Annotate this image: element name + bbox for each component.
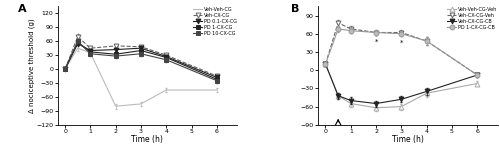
Veh-Veh-CG-Veh <box>322 63 328 65</box>
PD 1-CX-CG <box>112 53 118 55</box>
Veh-CX-CG-Veh <box>335 22 341 24</box>
Line: Veh-CX-CG-CB: Veh-CX-CG-CB <box>323 62 480 106</box>
Veh-Veh-CG <box>112 105 118 107</box>
Veh-Veh-CG-Veh <box>424 92 430 94</box>
Veh-CX-CG-Veh <box>373 32 379 33</box>
PD 0.1-CX-CG <box>214 76 220 78</box>
Veh-Veh-CG <box>138 103 144 105</box>
PD 1-CX-CG-CB <box>424 40 430 42</box>
PD 1-CX-CG-CB <box>373 32 379 33</box>
Veh-CX-CG-Veh <box>398 32 404 33</box>
PD 1-CX-CG <box>214 78 220 80</box>
Veh-CX-CG-Veh <box>348 28 354 30</box>
Veh-CX-CG <box>88 47 94 49</box>
PD 0.1-CX-CG <box>74 43 80 44</box>
Line: Veh-CX-CG-Veh: Veh-CX-CG-Veh <box>323 20 480 77</box>
Veh-CX-CG-CB <box>335 95 341 97</box>
PD 1-CX-CG-CB <box>474 74 480 76</box>
PD 0.1-CX-CG <box>88 50 94 52</box>
PD 10-CX-CG <box>112 55 118 57</box>
Line: Veh-Veh-CG: Veh-Veh-CG <box>65 48 217 106</box>
Veh-CX-CG-Veh <box>424 40 430 42</box>
PD 10-CX-CG <box>164 59 170 61</box>
Text: *: * <box>400 40 403 46</box>
Text: *: * <box>374 39 378 45</box>
Veh-Veh-CG-Veh <box>348 103 354 104</box>
Veh-CX-CG <box>62 68 68 70</box>
Legend: Veh-Veh-CG-Veh, Veh-CX-CG-Veh, Veh-CX-CG-CB, PD 1-CX-CG-CB: Veh-Veh-CG-Veh, Veh-CX-CG-Veh, Veh-CX-CG… <box>446 5 500 32</box>
Veh-CX-CG <box>138 46 144 48</box>
Line: Veh-CX-CG: Veh-CX-CG <box>62 34 220 78</box>
PD 1-CX-CG-CB <box>335 28 341 30</box>
Text: A: A <box>18 4 26 14</box>
Veh-CX-CG-CB <box>373 103 379 104</box>
PD 10-CX-CG <box>88 53 94 55</box>
Veh-CX-CG-CB <box>398 98 404 100</box>
PD 1-CX-CG-CB <box>398 33 404 35</box>
PD 10-CX-CG <box>138 53 144 55</box>
Veh-CX-CG <box>164 54 170 56</box>
PD 1-CX-CG <box>88 51 94 53</box>
Line: PD 1-CX-CG-CB: PD 1-CX-CG-CB <box>323 26 480 77</box>
PD 1-CX-CG-CB <box>348 30 354 32</box>
Veh-CX-CG <box>112 45 118 47</box>
Veh-CX-CG-CB <box>348 100 354 101</box>
PD 1-CX-CG-CB <box>322 63 328 65</box>
Veh-Veh-CG-Veh <box>398 106 404 108</box>
Veh-CX-CG-CB <box>424 90 430 92</box>
Veh-CX-CG <box>214 75 220 77</box>
PD 10-CX-CG <box>62 68 68 70</box>
PD 10-CX-CG <box>74 40 80 42</box>
Veh-CX-CG-Veh <box>322 63 328 65</box>
Line: PD 0.1-CX-CG: PD 0.1-CX-CG <box>62 41 220 80</box>
PD 0.1-CX-CG <box>112 49 118 51</box>
Legend: Veh-Veh-CG, Veh-CX-CG, PD 0.1-CX-CG, PD 1-CX-CG, PD 10-CX-CG: Veh-Veh-CG, Veh-CX-CG, PD 0.1-CX-CG, PD … <box>192 5 239 38</box>
PD 1-CX-CG <box>164 56 170 58</box>
Veh-Veh-CG-Veh <box>335 95 341 97</box>
Veh-Veh-CG <box>164 89 170 91</box>
Veh-Veh-CG <box>74 47 80 49</box>
Veh-Veh-CG-Veh <box>373 107 379 109</box>
Veh-Veh-CG <box>214 89 220 91</box>
Veh-CX-CG-CB <box>322 63 328 65</box>
PD 0.1-CX-CG <box>164 56 170 57</box>
Veh-Veh-CG <box>88 52 94 54</box>
PD 1-CX-CG <box>74 41 80 43</box>
Veh-Veh-CG-Veh <box>474 83 480 84</box>
Veh-CX-CG-Veh <box>474 74 480 76</box>
PD 0.1-CX-CG <box>62 68 68 70</box>
PD 10-CX-CG <box>214 80 220 82</box>
Veh-CX-CG-CB <box>474 74 480 76</box>
Veh-CX-CG <box>74 36 80 38</box>
PD 1-CX-CG <box>62 68 68 70</box>
Line: Veh-Veh-CG-Veh: Veh-Veh-CG-Veh <box>323 62 480 110</box>
Line: PD 1-CX-CG: PD 1-CX-CG <box>63 40 219 81</box>
Line: PD 10-CX-CG: PD 10-CX-CG <box>63 39 219 83</box>
Text: B: B <box>291 4 300 14</box>
Y-axis label: Δ nociceptive threshold (g): Δ nociceptive threshold (g) <box>28 18 35 113</box>
Veh-Veh-CG <box>62 68 68 70</box>
X-axis label: Time (h): Time (h) <box>132 135 163 144</box>
X-axis label: Time (h): Time (h) <box>392 135 424 144</box>
PD 0.1-CX-CG <box>138 47 144 49</box>
PD 1-CX-CG <box>138 50 144 52</box>
